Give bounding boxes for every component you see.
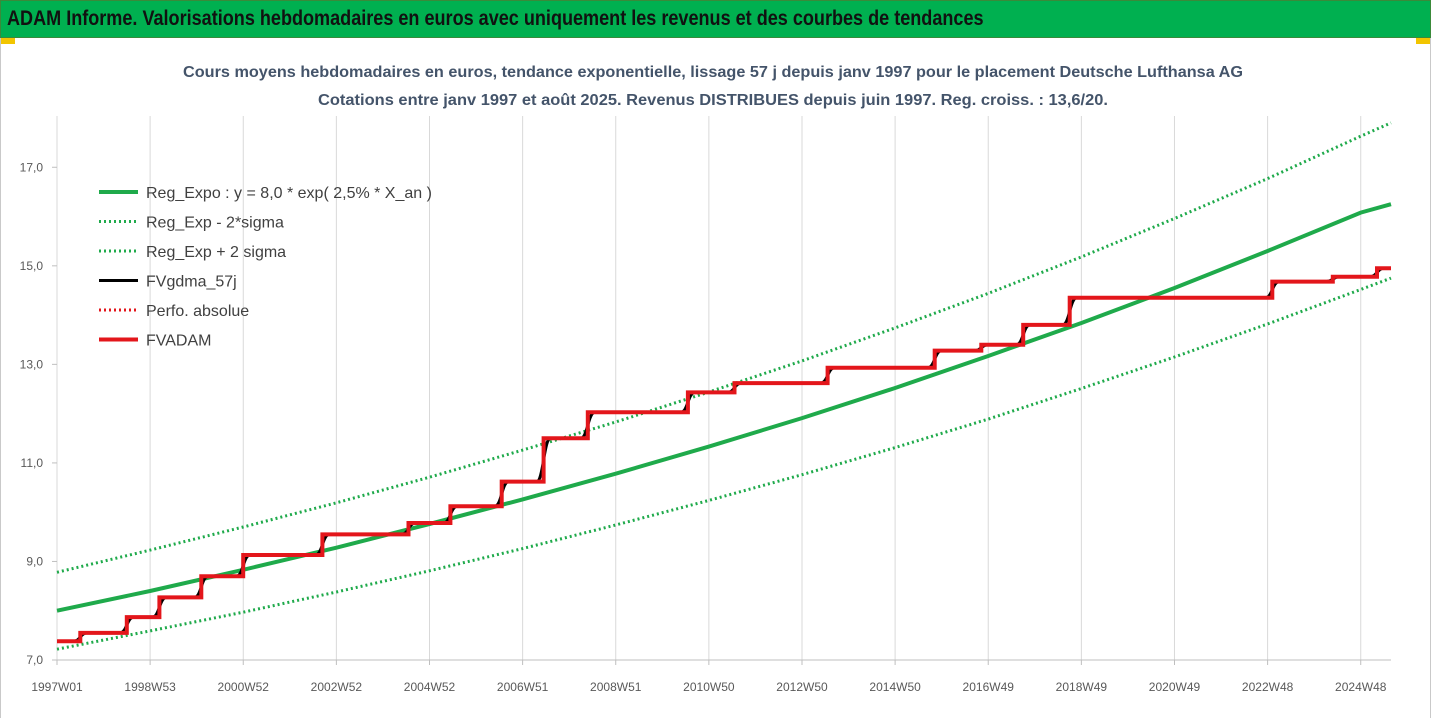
x-tick-label-3: 2002W52	[311, 680, 363, 694]
chart-frame: Cours moyens hebdomadaires en euros, ten…	[0, 38, 1431, 718]
series-layer	[56, 121, 1392, 651]
x-tick-label-14: 2024W48	[1335, 680, 1387, 694]
x-tick-label-8: 2012W50	[776, 680, 828, 694]
x-tick-label-13: 2022W48	[1242, 680, 1294, 694]
legend-label-5: FVADAM	[146, 333, 211, 350]
header-title: ADAM Informe. Valorisations hebdomadaire…	[7, 7, 984, 30]
legend: Reg_Expo : y = 8,0 * exp( 2,5% * X_an ) R…	[99, 185, 432, 350]
x-tick-label-10: 2016W49	[963, 680, 1015, 694]
series-line-2	[56, 121, 1392, 574]
legend-label-2: Reg_Exp + 2 sigma	[146, 244, 286, 261]
series-line-1	[56, 276, 1392, 651]
chart-svg: Cours moyens hebdomadaires en euros, ten…	[20, 64, 1392, 694]
x-tick-label-7: 2010W50	[683, 680, 735, 694]
corner-mark-left	[1, 38, 15, 44]
legend-label-3: FVgdma_57j	[146, 274, 237, 291]
x-tick-label-6: 2008W51	[590, 680, 642, 694]
series-line-0	[56, 202, 1392, 613]
x-tick-label-0: 1997W01	[31, 680, 83, 694]
x-tick-label-9: 2014W50	[869, 680, 921, 694]
corner-mark-right	[1416, 38, 1430, 44]
y-tick-label-5: 17,0	[20, 160, 44, 174]
legend-label-4: Perfo. absolue	[146, 303, 249, 320]
x-tick-label-5: 2006W51	[497, 680, 549, 694]
legend-label-1: Reg_Exp - 2*sigma	[146, 215, 284, 232]
y-tick-label-4: 15,0	[20, 259, 44, 273]
header-bar: ADAM Informe. Valorisations hebdomadaire…	[0, 0, 1431, 38]
axes: 7,0 9,0 11,0 13,0 15,0 17,0 1997W01 1998W53 2000…	[20, 160, 1391, 694]
chart-title-line-2: Cotations entre janv 1997 et août 2025. …	[318, 92, 1108, 109]
series-line-3	[57, 266, 1391, 643]
y-tick-label-3: 13,0	[20, 357, 44, 371]
y-tick-label-1: 9,0	[26, 554, 43, 568]
series-line-5	[57, 266, 1391, 644]
y-tick-label-0: 7,0	[26, 653, 43, 667]
y-tick-label-2: 11,0	[21, 456, 44, 470]
legend-label-0: Reg_Expo : y = 8,0 * exp( 2,5% * X_an )	[146, 185, 432, 202]
x-tick-label-4: 2004W52	[404, 680, 456, 694]
x-tick-label-2: 2000W52	[218, 680, 270, 694]
x-tick-label-11: 2018W49	[1056, 680, 1108, 694]
x-tick-label-1: 1998W53	[124, 680, 176, 694]
chart-title-line-1: Cours moyens hebdomadaires en euros, ten…	[183, 64, 1243, 81]
x-tick-label-12: 2020W49	[1149, 680, 1201, 694]
